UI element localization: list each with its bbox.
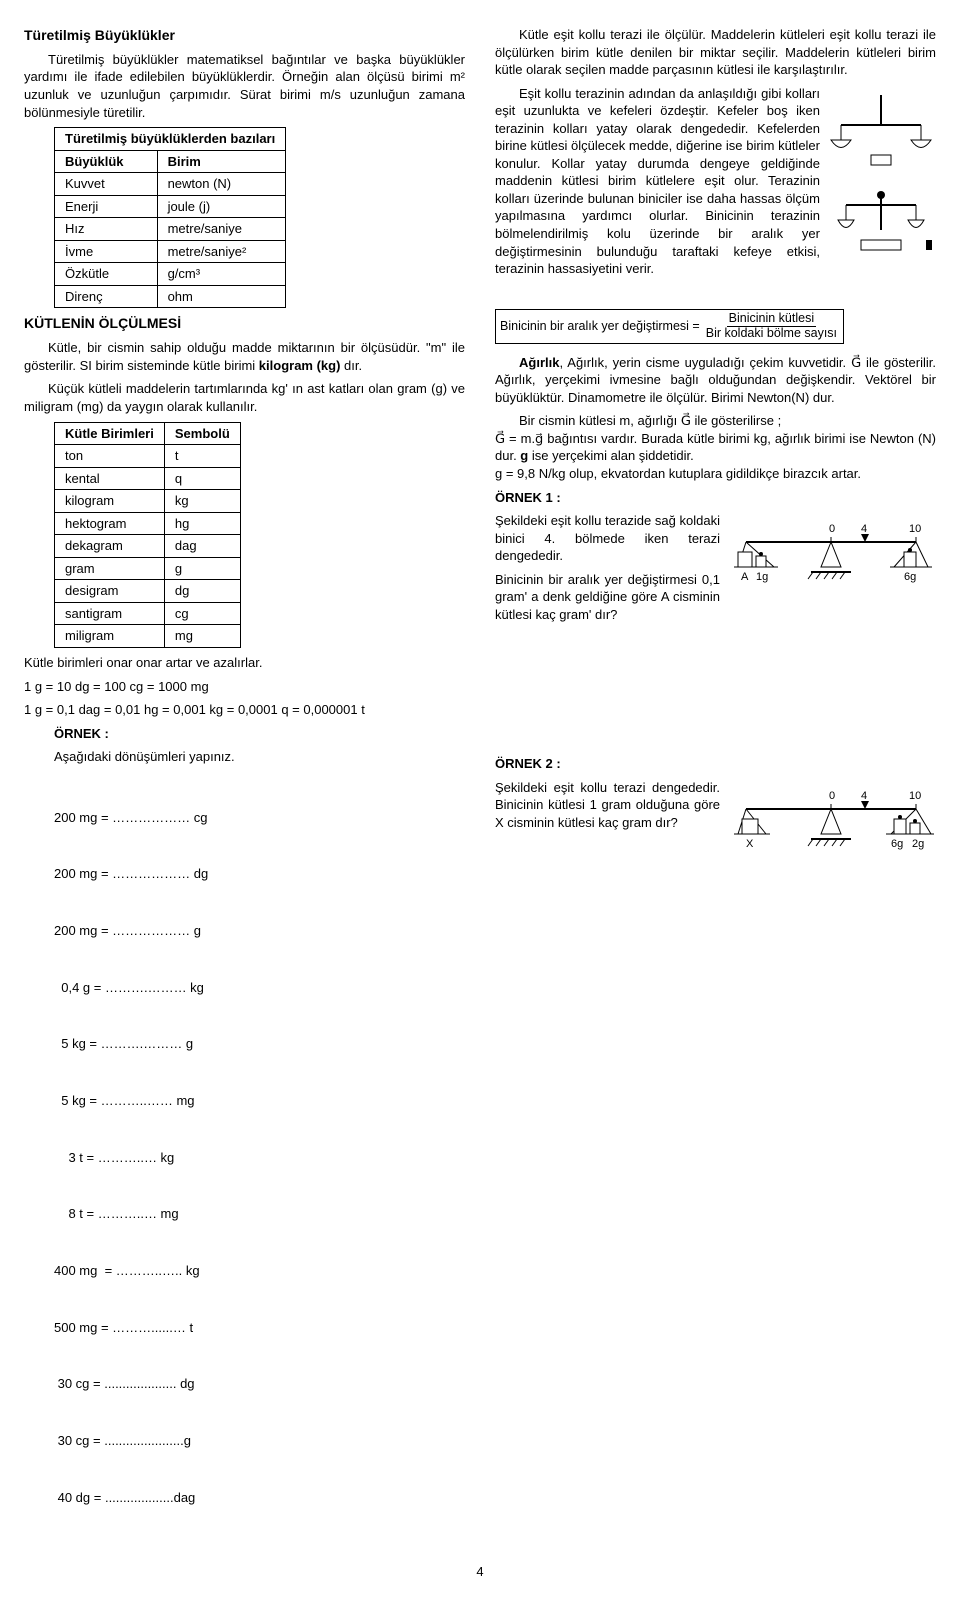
conv-relation-1: 1 g = 10 dg = 100 cg = 1000 mg [24, 678, 465, 696]
svg-text:6g: 6g [904, 571, 916, 583]
paragraph-balance-intro: Kütle eşit kollu terazi ile ölçülür. Mad… [495, 26, 936, 79]
paragraph-derived-intro: Türetilmiş büyüklükler matematiksel bağı… [24, 51, 465, 121]
left-column: Türetilmiş Büyüklükler Türetilmiş büyükl… [24, 20, 465, 1543]
table-row: dekagramdag [55, 535, 241, 558]
table-row: Hızmetre/saniye [55, 218, 286, 241]
table-caption: Türetilmiş büyüklüklerden bazıları [55, 128, 286, 151]
example2-heading: ÖRNEK 2 : [495, 755, 936, 773]
svg-text:A: A [741, 571, 749, 583]
right-column: Kütle eşit kollu terazi ile ölçülür. Mad… [495, 20, 936, 1543]
example-intro: Aşağıdaki dönüşümleri yapınız. [54, 748, 465, 766]
table-row: İvmemetre/saniye² [55, 240, 286, 263]
paragraph-mass-def: Kütle, bir cismin sahip olduğu madde mik… [24, 339, 465, 374]
table-row: Enerjijoule (j) [55, 195, 286, 218]
page-number: 4 [24, 1563, 936, 1581]
paragraph-mass-sub: Küçük kütleli maddelerin tartımlarında k… [24, 380, 465, 415]
table-row: kilogramkg [55, 490, 241, 513]
example1-heading: ÖRNEK 1 : [495, 489, 936, 507]
table-row: Kuvvetnewton (N) [55, 173, 286, 196]
paragraph-weight-formula: Bir cismin kütlesi m, ağırlığı G⃗ ile gö… [495, 412, 936, 482]
table-mass-units: Kütle Birimleri Sembolü tont kentalq kil… [54, 422, 241, 648]
svg-text:1g: 1g [756, 571, 768, 583]
th-symbol: Sembolü [164, 422, 240, 445]
svg-text:0: 0 [829, 523, 835, 535]
svg-text:6g: 6g [891, 838, 903, 850]
heading-mass-measurement: KÜTLENİN ÖLÇÜLMESİ [24, 314, 465, 333]
table-row: hektogramhg [55, 512, 241, 535]
heading-derived-quantities: Türetilmiş Büyüklükler [24, 26, 465, 45]
table-row: tont [55, 445, 241, 468]
balance-illustration-icon [826, 85, 936, 310]
balance-diagram-ex1-icon: 0 4 10 A [726, 512, 936, 612]
conversion-list: 200 mg = ……………… cg 200 mg = ……………… dg 20… [54, 772, 465, 1543]
table-row: miligrammg [55, 625, 241, 648]
svg-text:X: X [746, 838, 754, 850]
example-heading: ÖRNEK : [54, 725, 465, 743]
balance-diagram-ex2-icon: 0 4 10 X [726, 779, 936, 879]
svg-text:2g: 2g [912, 838, 924, 850]
th-unit: Birim [157, 150, 286, 173]
svg-text:10: 10 [909, 523, 921, 535]
table-row: gramg [55, 557, 241, 580]
svg-text:10: 10 [909, 790, 921, 802]
svg-text:0: 0 [829, 790, 835, 802]
table-row: kentalq [55, 467, 241, 490]
paragraph-scale-note: Kütle birimleri onar onar artar ve azalı… [24, 654, 465, 672]
table-row: Dirençohm [55, 285, 286, 308]
svg-text:4: 4 [861, 790, 867, 802]
conv-relation-2: 1 g = 0,1 dag = 0,01 hg = 0,001 kg = 0,0… [24, 701, 465, 719]
svg-text:4: 4 [861, 523, 867, 535]
table-derived-units: Türetilmiş büyüklüklerden bazıları Büyük… [54, 127, 286, 308]
table-row: desigramdg [55, 580, 241, 603]
formula-box: Binicinin bir aralık yer değiştirmesi = … [495, 309, 844, 344]
table-row: santigramcg [55, 602, 241, 625]
th-quantity: Büyüklük [55, 150, 158, 173]
table-row: Özkütleg/cm³ [55, 263, 286, 286]
th-mass-unit: Kütle Birimleri [55, 422, 165, 445]
paragraph-weight: Ağırlık, Ağırlık, yerin cisme uyguladığı… [495, 354, 936, 407]
